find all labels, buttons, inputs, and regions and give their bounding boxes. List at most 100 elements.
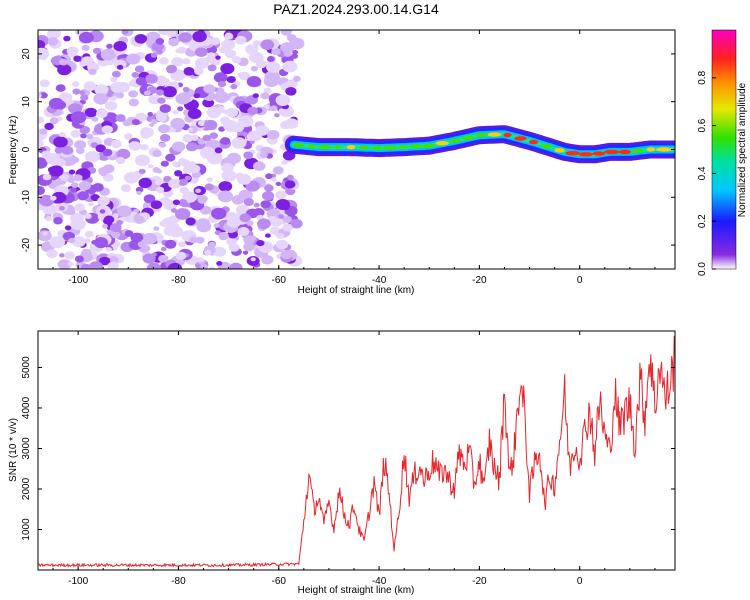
noise-blob <box>159 104 171 113</box>
colorbar-gradient <box>711 29 737 270</box>
noise-blob <box>291 53 298 59</box>
noise-blob <box>170 81 179 88</box>
spectrogram-y-label: Frequency (Hz) <box>8 116 19 185</box>
noise-blob <box>172 161 180 167</box>
noise-blob <box>79 90 85 95</box>
noise-blob <box>105 247 112 252</box>
noise-blob <box>128 141 141 151</box>
noise-blob <box>38 230 52 242</box>
noise-blob <box>130 232 144 243</box>
noise-blob <box>214 147 223 154</box>
noise-blob <box>124 133 133 140</box>
noise-blob <box>252 93 259 99</box>
x-tick-label: -40 <box>372 275 387 286</box>
noise-blob <box>126 53 141 65</box>
noise-blob <box>152 149 162 158</box>
track-hotspot <box>603 149 620 155</box>
noise-blob <box>146 262 162 269</box>
noise-blob <box>264 70 281 83</box>
track-hotspot <box>318 144 332 150</box>
noise-blob <box>275 190 287 200</box>
noise-blob <box>112 70 121 78</box>
track-hotspot <box>409 144 424 149</box>
snr-frame <box>37 330 676 571</box>
x-tick-label: -100 <box>68 275 88 286</box>
noise-blob <box>229 262 243 269</box>
noise-blob <box>59 205 65 211</box>
noise-blob <box>159 77 170 86</box>
snr-x-label: Height of straight line (km) <box>298 585 415 596</box>
noise-blob <box>116 205 132 217</box>
noise-blob <box>187 108 202 120</box>
noise-blob <box>196 218 211 229</box>
spectrogram-y-axis: -20 -10 0 10 20 <box>21 48 675 252</box>
noise-blob <box>93 93 109 105</box>
spectrogram-signal-track <box>284 125 675 164</box>
noise-blob <box>259 151 268 158</box>
track-hotspot <box>334 144 341 150</box>
noise-blob <box>206 177 213 182</box>
noise-blob <box>111 139 122 149</box>
noise-blob <box>260 200 272 209</box>
noise-blob <box>167 262 182 269</box>
noise-blob <box>186 142 198 152</box>
noise-blob <box>182 86 190 93</box>
track-hotspot <box>578 152 593 157</box>
track-hotspot <box>462 135 475 140</box>
noise-blob <box>91 116 99 122</box>
track-hotspot <box>541 144 552 149</box>
noise-blob <box>138 177 152 189</box>
noise-blob <box>237 226 250 237</box>
noise-blob <box>83 81 97 92</box>
noise-blob <box>231 56 242 64</box>
snr-y-axis: 1000 2000 3000 4000 5000 <box>21 356 675 541</box>
noise-blob <box>216 261 223 266</box>
noise-blob <box>38 157 48 169</box>
noise-blob <box>158 124 170 134</box>
noise-blob <box>282 223 293 232</box>
noise-blob <box>220 63 235 75</box>
noise-blob <box>116 64 124 70</box>
noise-blob <box>84 238 91 244</box>
noise-blob <box>175 208 191 220</box>
x-tick-label: -20 <box>472 275 487 286</box>
noise-blob <box>257 218 271 230</box>
noise-blob <box>109 223 122 233</box>
noise-blob <box>226 152 242 164</box>
noise-blob <box>226 217 241 228</box>
noise-blob <box>46 30 61 40</box>
noise-blob <box>157 97 166 104</box>
track-hotspot <box>382 145 398 150</box>
figure-title: PAZ1.2024.293.00.14.G14 <box>273 1 439 17</box>
noise-blob <box>202 134 212 142</box>
noise-blob <box>124 230 134 237</box>
noise-blob <box>99 256 111 266</box>
noise-blob <box>287 174 294 180</box>
y-tick-label: 5000 <box>21 356 32 379</box>
noise-blob <box>160 160 169 167</box>
track-hotspot <box>475 132 488 138</box>
noise-blob <box>178 199 188 207</box>
x-tick-label: -40 <box>372 576 387 587</box>
x-tick-label: -60 <box>272 576 287 587</box>
noise-blob <box>178 32 192 43</box>
noise-blob <box>237 72 243 77</box>
noise-blob <box>242 250 249 255</box>
noise-blob <box>217 190 234 203</box>
noise-blob <box>261 255 274 265</box>
noise-blob <box>272 166 284 175</box>
colorbar-tick-label: 0.2 <box>697 214 708 228</box>
track-hotspot <box>487 132 501 137</box>
noise-blob <box>70 218 86 231</box>
noise-blob <box>250 65 258 72</box>
noise-blob <box>281 160 288 165</box>
y-tick-label: 2000 <box>21 477 32 500</box>
noise-blob <box>183 165 194 174</box>
noise-blob <box>68 237 75 244</box>
noise-blob <box>166 64 178 74</box>
noise-blob <box>280 30 292 36</box>
noise-blob <box>220 137 231 145</box>
noise-blob <box>166 30 177 38</box>
noise-blob <box>80 263 92 269</box>
noise-blob <box>134 215 145 224</box>
